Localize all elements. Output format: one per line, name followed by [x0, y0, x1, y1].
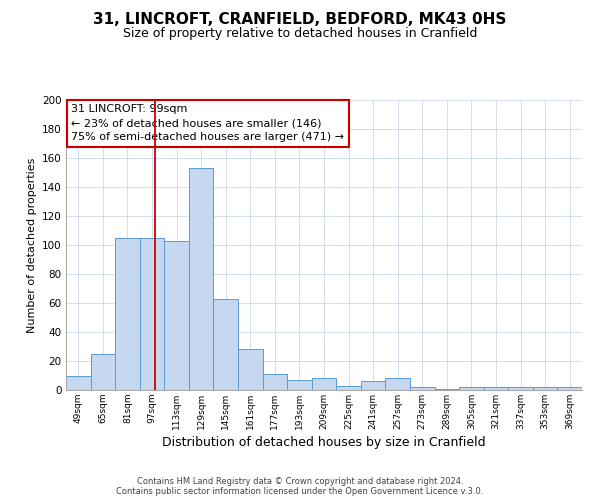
Bar: [115, 238, 140, 390]
Bar: [508, 387, 533, 390]
Bar: [336, 386, 361, 390]
Bar: [263, 374, 287, 390]
Bar: [287, 380, 312, 390]
Text: 31 LINCROFT: 99sqm
← 23% of detached houses are smaller (146)
75% of semi-detach: 31 LINCROFT: 99sqm ← 23% of detached hou…: [71, 104, 344, 142]
Bar: [459, 387, 484, 390]
Bar: [164, 240, 189, 390]
Bar: [189, 168, 214, 390]
Bar: [484, 387, 508, 390]
Bar: [533, 387, 557, 390]
Bar: [91, 354, 115, 390]
Bar: [557, 387, 582, 390]
Bar: [361, 382, 385, 390]
Bar: [312, 378, 336, 390]
Y-axis label: Number of detached properties: Number of detached properties: [26, 158, 37, 332]
Bar: [140, 238, 164, 390]
Text: 31, LINCROFT, CRANFIELD, BEDFORD, MK43 0HS: 31, LINCROFT, CRANFIELD, BEDFORD, MK43 0…: [94, 12, 506, 28]
Bar: [385, 378, 410, 390]
Bar: [410, 387, 434, 390]
Bar: [434, 388, 459, 390]
Text: Distribution of detached houses by size in Cranfield: Distribution of detached houses by size …: [162, 436, 486, 449]
Text: Contains HM Land Registry data © Crown copyright and database right 2024.: Contains HM Land Registry data © Crown c…: [137, 476, 463, 486]
Bar: [214, 298, 238, 390]
Bar: [238, 350, 263, 390]
Bar: [66, 376, 91, 390]
Text: Size of property relative to detached houses in Cranfield: Size of property relative to detached ho…: [123, 28, 477, 40]
Text: Contains public sector information licensed under the Open Government Licence v.: Contains public sector information licen…: [116, 486, 484, 496]
